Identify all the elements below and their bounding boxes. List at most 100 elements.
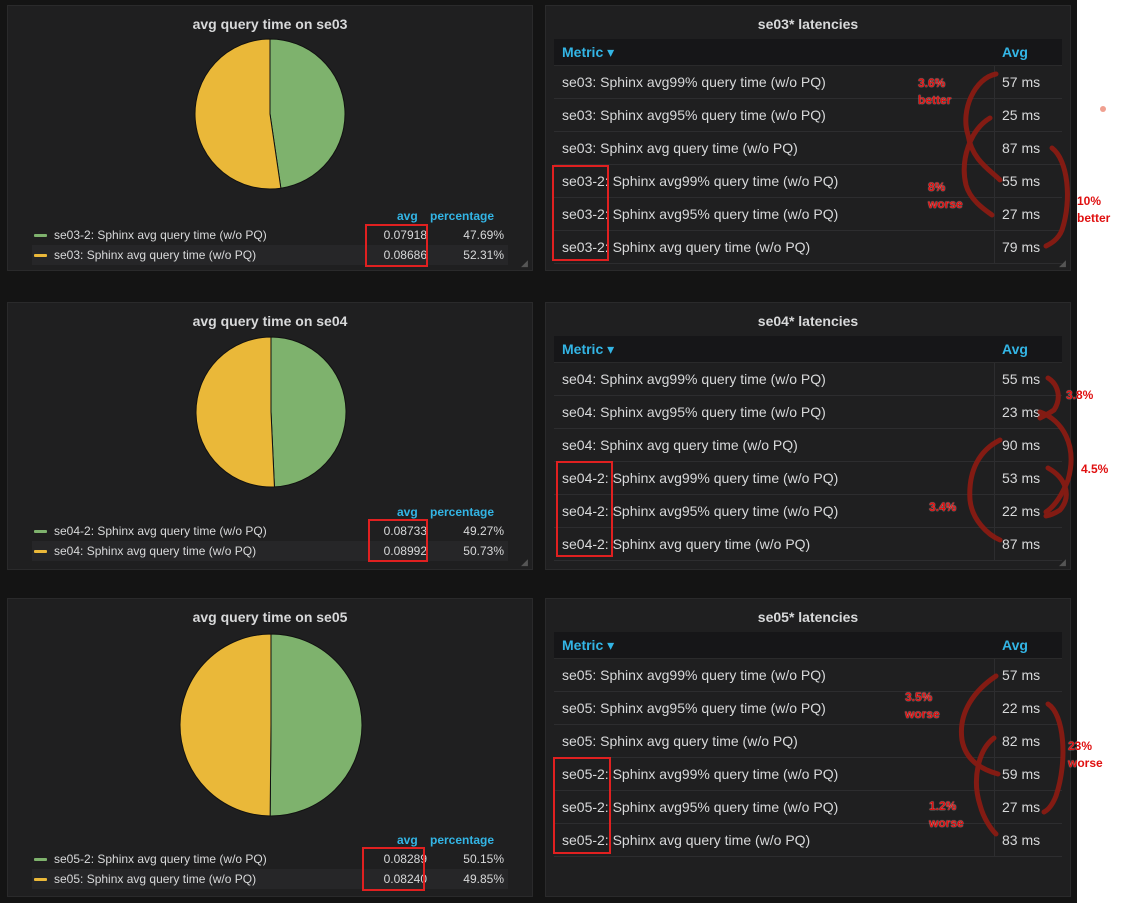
table-row[interactable]: se03: Sphinx avg query time (w/o PQ) 87 m… [554, 132, 1062, 165]
column-divider [994, 659, 995, 691]
table-row[interactable]: se03: Sphinx avg99% query time (w/o PQ) 5… [554, 66, 1062, 99]
metric-column-header[interactable]: Metric ▾ [562, 44, 615, 60]
pie-panel-se05: avg query time on se05 avg percentage se… [7, 598, 533, 897]
legend-header-percentage[interactable]: percentage [430, 505, 495, 519]
table-row[interactable]: se05-2: Sphinx avg95% query time (w/o PQ… [554, 791, 1062, 824]
table-header: Metric ▾ Avg [554, 336, 1062, 363]
table-panel-se05: se05* latencies Metric ▾ Avg se05: Sphin… [545, 598, 1071, 897]
pie-panel-se04: avg query time on se04 avg percentage se… [7, 302, 533, 570]
metric-cell: se04: Sphinx avg95% query time (w/o PQ) [562, 404, 826, 420]
table-panel-se04: se04* latencies Metric ▾ Avg ◢ se04: Sph… [545, 302, 1071, 570]
metric-cell: se04: Sphinx avg99% query time (w/o PQ) [562, 371, 826, 387]
pie-slice[interactable] [179, 633, 272, 817]
column-divider [994, 396, 995, 428]
metric-cell: se03: Sphinx avg95% query time (w/o PQ) [562, 107, 826, 123]
background-strip [1077, 0, 1124, 903]
table-row[interactable]: se03-2: Sphinx avg query time (w/o PQ) 79… [554, 231, 1062, 264]
annotation-text: 3.8% [1066, 388, 1094, 402]
legend-header-avg[interactable]: avg [397, 833, 418, 847]
pie-slice[interactable] [195, 336, 275, 488]
annotation-text: 3.4% [929, 500, 957, 514]
pie-chart [179, 633, 363, 817]
avg-cell: 25 ms [1002, 107, 1041, 123]
pie-slice[interactable] [269, 38, 346, 189]
legend-percentage: 49.27% [463, 524, 504, 538]
highlight-box [365, 224, 428, 267]
legend-row[interactable]: se04-2: Sphinx avg query time (w/o PQ) 0… [32, 521, 508, 541]
avg-column-header[interactable]: Avg [1002, 637, 1028, 653]
highlight-box [552, 165, 609, 261]
metric-cell: se05-2: Sphinx avg99% query time (w/o PQ… [562, 766, 839, 782]
legend-percentage: 47.69% [463, 228, 504, 242]
pie-slice[interactable] [270, 336, 347, 488]
pie-slice[interactable] [194, 38, 282, 190]
resize-handle[interactable]: ◢ [521, 258, 528, 268]
pie-slice[interactable] [269, 633, 363, 817]
highlight-box [368, 519, 428, 562]
avg-column-header[interactable]: Avg [1002, 44, 1028, 60]
legend-series-name: se04-2: Sphinx avg query time (w/o PQ) [54, 524, 267, 538]
table-row[interactable]: se05-2: Sphinx avg query time (w/o PQ) 83… [554, 824, 1062, 857]
annotation-text: 1.2% worse [929, 799, 964, 830]
avg-cell: 83 ms [1002, 832, 1041, 848]
column-divider [994, 462, 995, 494]
avg-cell: 79 ms [1002, 239, 1041, 255]
table-row[interactable]: se04: Sphinx avg query time (w/o PQ) 90 m… [554, 429, 1062, 462]
highlight-box [553, 757, 611, 854]
avg-cell: 22 ms [1002, 700, 1041, 716]
legend-swatch [34, 878, 47, 881]
legend-row[interactable]: se03: Sphinx avg query time (w/o PQ) 0.0… [32, 245, 508, 265]
legend-percentage: 52.31% [463, 248, 504, 262]
table-row[interactable]: se05: Sphinx avg query time (w/o PQ) 82 m… [554, 725, 1062, 758]
table-row[interactable]: se03-2: Sphinx avg95% query time (w/o PQ… [554, 198, 1062, 231]
column-divider [994, 791, 995, 823]
table-row[interactable]: se04-2: Sphinx avg95% query time (w/o PQ… [554, 495, 1062, 528]
avg-column-header[interactable]: Avg [1002, 341, 1028, 357]
metric-column-header[interactable]: Metric ▾ [562, 341, 615, 357]
metric-cell: se03: Sphinx avg query time (w/o PQ) [562, 140, 798, 156]
legend-row[interactable]: se05: Sphinx avg query time (w/o PQ) 0.0… [32, 869, 508, 889]
table-row[interactable]: se05-2: Sphinx avg99% query time (w/o PQ… [554, 758, 1062, 791]
legend-row[interactable]: se03-2: Sphinx avg query time (w/o PQ) 0… [32, 225, 508, 245]
metric-cell: se04-2: Sphinx avg query time (w/o PQ) [562, 536, 811, 552]
pie-panel-se03: avg query time on se03 avg percentage se… [7, 5, 533, 271]
table-row[interactable]: se04: Sphinx avg95% query time (w/o PQ) 2… [554, 396, 1062, 429]
column-divider [994, 824, 995, 856]
avg-cell: 23 ms [1002, 404, 1041, 420]
table-row[interactable]: se03-2: Sphinx avg99% query time (w/o PQ… [554, 165, 1062, 198]
resize-handle[interactable]: ◢ [521, 557, 528, 567]
legend-header-percentage[interactable]: percentage [430, 833, 495, 847]
column-divider [994, 363, 995, 395]
resize-handle[interactable]: ◢ [1059, 258, 1066, 268]
column-divider [994, 165, 995, 197]
table-row[interactable]: se05: Sphinx avg95% query time (w/o PQ) 2… [554, 692, 1062, 725]
avg-cell: 57 ms [1002, 74, 1041, 90]
legend-avg: 0.08686 [383, 248, 427, 262]
legend-row[interactable]: se05-2: Sphinx avg query time (w/o PQ) 0… [32, 849, 508, 869]
panel-title: avg query time on se05 [192, 609, 348, 625]
pie-chart [194, 38, 346, 190]
metric-cell: se04-2: Sphinx avg95% query time (w/o PQ… [562, 503, 839, 519]
metric-column-header[interactable]: Metric ▾ [562, 637, 615, 653]
avg-cell: 55 ms [1002, 371, 1041, 387]
column-divider [994, 725, 995, 757]
column-divider [994, 495, 995, 527]
legend-header-percentage[interactable]: percentage [430, 209, 495, 223]
legend-percentage: 49.85% [463, 872, 504, 886]
resize-handle[interactable]: ◢ [1059, 557, 1066, 567]
table-row[interactable]: se04-2: Sphinx avg99% query time (w/o PQ… [554, 462, 1062, 495]
table-row[interactable]: se05: Sphinx avg99% query time (w/o PQ) 5… [554, 659, 1062, 692]
legend-header-avg[interactable]: avg [397, 505, 418, 519]
legend-avg: 0.08240 [383, 872, 427, 886]
table-row[interactable]: se03: Sphinx avg95% query time (w/o PQ) 2… [554, 99, 1062, 132]
legend-header-avg[interactable]: avg [397, 209, 418, 223]
table-header: Metric ▾ Avg [554, 39, 1062, 66]
avg-cell: 27 ms [1002, 799, 1041, 815]
pie-chart [195, 336, 347, 488]
legend-swatch [34, 858, 47, 861]
table-row[interactable]: se04: Sphinx avg99% query time (w/o PQ) 5… [554, 363, 1062, 396]
table-row[interactable]: se04-2: Sphinx avg query time (w/o PQ) 87… [554, 528, 1062, 561]
avg-cell: 27 ms [1002, 206, 1041, 222]
legend-row[interactable]: se04: Sphinx avg query time (w/o PQ) 0.0… [32, 541, 508, 561]
column-divider [994, 198, 995, 230]
